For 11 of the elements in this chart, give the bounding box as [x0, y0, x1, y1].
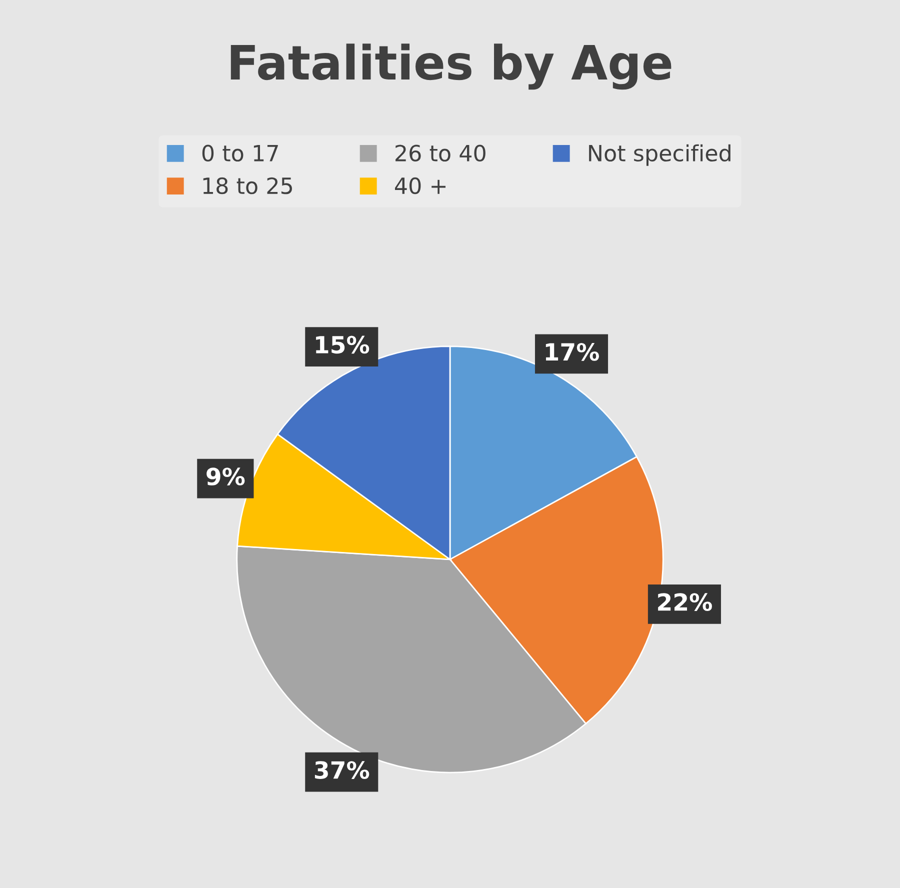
data-label: 9%: [206, 468, 245, 486]
data-label: 22%: [658, 593, 712, 612]
data-label: 17%: [546, 342, 600, 361]
legend-label: 40 +: [394, 177, 446, 194]
legend-label: Not specified: [589, 144, 730, 166]
chart-title: Fatalities by Age: [230, 44, 672, 90]
data-label: 15%: [316, 336, 370, 354]
data-label: 37%: [314, 761, 370, 779]
legend-label: 0 to 17: [202, 144, 278, 162]
legend-label: 26 to 40: [396, 144, 486, 162]
legend-label: 18 to 25: [203, 177, 292, 194]
